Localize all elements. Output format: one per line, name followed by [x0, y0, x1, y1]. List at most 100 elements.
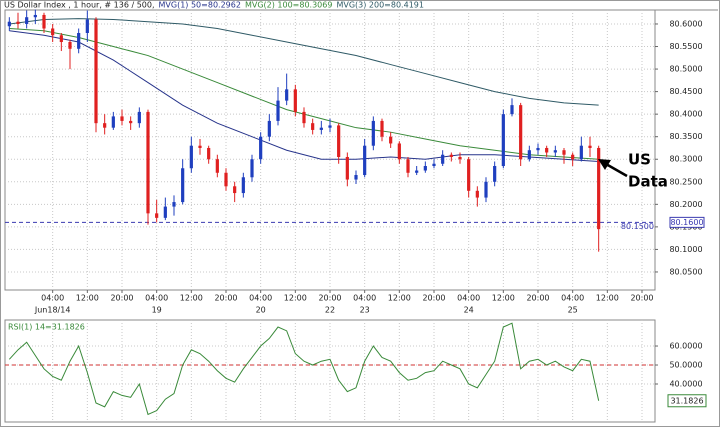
x-tick-label: 12:00	[388, 294, 411, 303]
candle-body	[597, 147, 601, 230]
candle-body	[406, 159, 410, 173]
x-tick-label: 04:00	[561, 294, 584, 303]
candle-body	[328, 125, 332, 128]
rsi-badge	[667, 394, 707, 408]
candle-body	[181, 168, 185, 203]
candle-body	[285, 89, 289, 101]
x-tick-label: 04:00	[457, 294, 480, 303]
date-label: 19	[152, 306, 162, 315]
candle-body	[510, 105, 514, 115]
x-tick-label: 04:00	[249, 294, 272, 303]
x-tick-label: 20:00	[214, 294, 237, 303]
candle-body	[363, 145, 367, 176]
candle-body	[207, 147, 211, 160]
y-tick-label: 80.2500	[669, 177, 702, 186]
level-badge	[669, 216, 705, 228]
y-tick-label: 80.4000	[669, 110, 702, 119]
candle-body	[302, 111, 306, 124]
annotation-arrowhead	[598, 159, 611, 170]
candle-body	[259, 136, 263, 160]
legend-entry: MVG(1) 50=80.2962	[159, 1, 241, 10]
x-tick-label: 12:00	[76, 294, 99, 303]
candle-body	[129, 120, 133, 124]
candle-body	[579, 145, 583, 160]
candle-body	[380, 120, 384, 137]
candle-body	[215, 159, 219, 173]
candle-body	[7, 21, 11, 27]
candle-body	[432, 163, 436, 167]
candle-body	[415, 170, 419, 173]
candle-body	[562, 150, 566, 155]
candle-body	[103, 123, 107, 128]
candle-body	[467, 159, 471, 191]
x-tick-label: 12:00	[284, 294, 307, 303]
rsi-tick-label: 40.0000	[669, 380, 702, 389]
candle-body	[25, 17, 29, 24]
y-tick-label: 80.1000	[669, 245, 702, 254]
y-tick-label: 80.4500	[669, 87, 702, 96]
candle-body	[16, 21, 20, 24]
candle-body	[389, 136, 393, 144]
date-label: 25	[568, 306, 578, 315]
x-tick-label: 20:00	[110, 294, 133, 303]
candle-body	[354, 175, 358, 180]
y-tick-label: 80.3500	[669, 132, 702, 141]
candle-body	[588, 145, 592, 148]
candle-body	[493, 166, 497, 182]
candle-body	[111, 116, 115, 128]
candle-body	[189, 145, 193, 169]
candle-body	[571, 154, 575, 160]
annotation: Data	[628, 173, 668, 191]
candle-body	[233, 186, 237, 194]
date-label: 23	[360, 306, 370, 315]
x-tick-label: 04:00	[41, 294, 64, 303]
candle-body	[449, 154, 453, 157]
y-tick-label: 80.3000	[669, 155, 702, 164]
candle-body	[276, 100, 280, 121]
rsi-tick-label: 60.0000	[669, 342, 702, 351]
y-tick-label: 80.6000	[669, 19, 702, 28]
annotation: US	[628, 151, 651, 169]
x-tick-label: 20:00	[630, 294, 653, 303]
candle-body	[94, 19, 98, 124]
candle-body	[458, 156, 462, 160]
candle-body	[77, 32, 81, 49]
candle-body	[484, 181, 488, 198]
candle-body	[345, 156, 349, 180]
rsi-line	[8, 322, 600, 416]
candle-body	[137, 111, 141, 124]
candle-body	[527, 150, 531, 160]
candle-body	[536, 147, 540, 151]
candle-body	[33, 14, 37, 18]
candle-body	[250, 159, 254, 178]
y-tick-label: 80.2000	[669, 200, 702, 209]
candle-body	[475, 190, 479, 198]
candle-body	[68, 42, 72, 49]
x-tick-label: 20:00	[422, 294, 445, 303]
y-tick-label: 80.0500	[669, 267, 702, 276]
candle-body	[172, 202, 176, 207]
candle-body	[155, 213, 159, 218]
candle-body	[267, 120, 271, 137]
x-tick-label: 20:00	[526, 294, 549, 303]
x-tick-label: 04:00	[145, 294, 168, 303]
candle-body	[163, 206, 167, 218]
candle-body	[224, 172, 228, 187]
x-tick-label: 12:00	[492, 294, 515, 303]
candle-body	[59, 35, 63, 43]
candle-body	[423, 166, 427, 171]
candle-body	[501, 114, 505, 167]
level-tag: 80.1500	[621, 222, 654, 231]
candle-body	[371, 120, 375, 146]
candle-body	[85, 19, 89, 33]
x-tick-label: 12:00	[180, 294, 203, 303]
x-tick-label: 20:00	[318, 294, 341, 303]
candle-body	[441, 154, 445, 164]
y-tick-label: 80.5000	[669, 65, 702, 74]
date-label: 20	[256, 306, 266, 315]
candle-body	[42, 14, 46, 29]
legend-entry: MVG(3) 200=80.4191	[336, 1, 424, 10]
candle-body	[519, 105, 523, 160]
annotation-arrow	[605, 162, 628, 178]
